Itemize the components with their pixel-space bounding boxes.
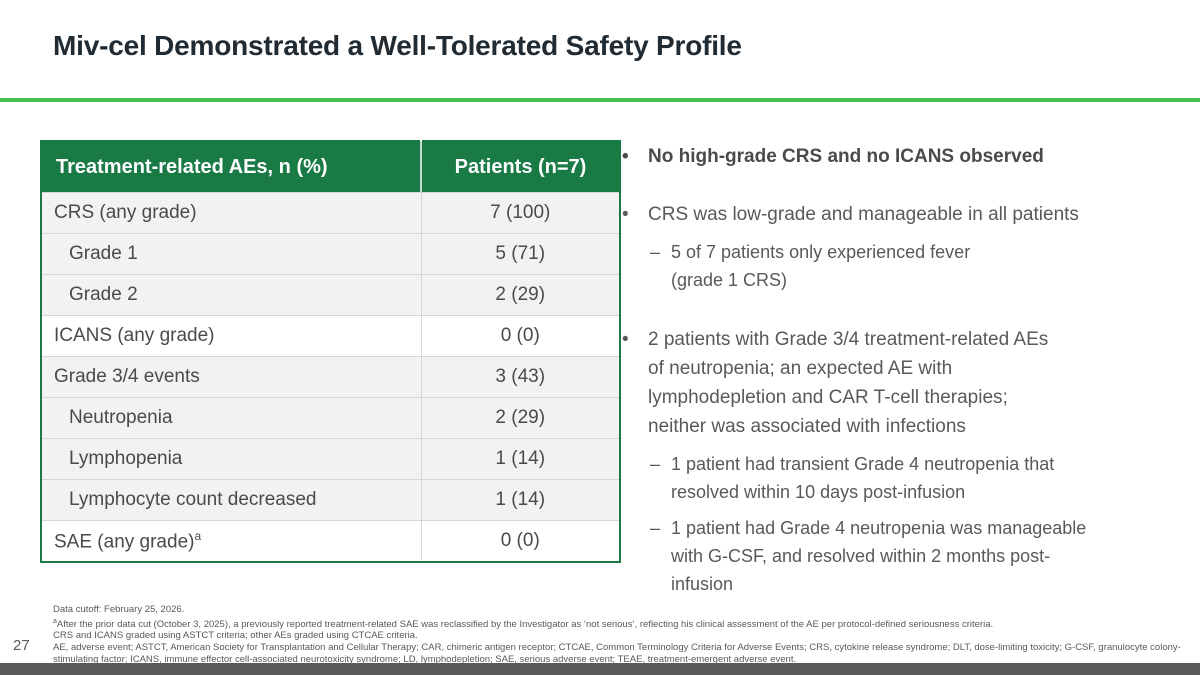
page-number: 27 [13, 637, 30, 654]
row-value: 2 (29) [420, 274, 620, 316]
row-label-text: SAE (any grade) [54, 531, 195, 553]
footnote-abbreviations: AE, adverse event; ASTCT, American Socie… [53, 641, 1181, 665]
table-header-aes: Treatment-related AEs, n (%) [41, 141, 421, 193]
footnote-superscript: a [53, 617, 57, 625]
dash-marker: – [650, 242, 661, 262]
table-row: Grade 2 2 (29) [41, 274, 620, 316]
row-label: Grade 1 [41, 233, 421, 275]
footnote-marker: a [194, 528, 202, 543]
row-value: 3 (43) [420, 356, 620, 398]
dash-marker: – [650, 454, 661, 474]
adverse-events-table: Treatment-related AEs, n (%) Patients (n… [40, 140, 621, 563]
row-label: Grade 3/4 events [41, 356, 421, 398]
row-value: 7 (100) [420, 192, 620, 234]
row-label: Grade 2 [41, 274, 421, 316]
bullet-text: 5 of 7 patients only experienced fever (… [671, 242, 971, 290]
row-label: Neutropenia [41, 397, 421, 439]
footnote-text: After the prior data cut (October 3, 202… [56, 618, 994, 630]
bullet-marker: • [622, 329, 629, 350]
row-value: 0 (0) [420, 315, 620, 357]
table-row: Lymphopenia 1 (14) [41, 438, 620, 480]
row-label: ICANS (any grade) [41, 315, 421, 357]
bullet-text: CRS was low-grade and manageable in all … [648, 204, 1079, 225]
table-row: ICANS (any grade) 0 (0) [41, 315, 620, 357]
footnote-sae-reclassified: aAfter the prior data cut (October 3, 20… [53, 616, 1185, 631]
page-title: Miv-cel Demonstrated a Well-Tolerated Sa… [53, 30, 742, 61]
row-value: 2 (29) [420, 397, 620, 439]
dash-marker: – [650, 518, 661, 538]
table-row: Neutropenia 2 (29) [41, 397, 620, 439]
bottom-bar [0, 663, 1200, 675]
footnote-grading-criteria: CRS and ICANS graded using ASTCT criteri… [53, 630, 418, 642]
bullet-marker: • [622, 204, 629, 225]
table-row: Grade 1 5 (71) [41, 233, 620, 275]
table-header-patients: Patients (n=7) [420, 141, 620, 193]
row-value: 5 (71) [420, 233, 620, 275]
row-value: 1 (14) [420, 479, 620, 521]
subbullet-gcsf-neutropenia: – 1 patient had Grade 4 neutropenia was … [650, 514, 1182, 598]
title-divider-line [0, 98, 1200, 102]
bullet-text: 1 patient had transient Grade 4 neutrope… [671, 454, 1055, 502]
row-label: CRS (any grade) [41, 192, 421, 234]
row-label: Lymphocyte count decreased [41, 479, 421, 521]
bullet-text: 2 patients with Grade 3/4 treatment-rela… [648, 329, 1049, 437]
row-label: SAE (any grade)a [41, 520, 421, 562]
footnotes: Data cutoff: February 25, 2026. aAfter t… [53, 604, 1185, 665]
subbullet-transient-neutropenia: – 1 patient had transient Grade 4 neutro… [650, 450, 1182, 506]
table-row: Lymphocyte count decreased 1 (14) [41, 479, 620, 521]
bullet-text: 1 patient had Grade 4 neutropenia was ma… [671, 518, 1087, 594]
row-value: 0 (0) [420, 520, 620, 562]
bullet-no-high-grade-crs: • No high-grade CRS and no ICANS observe… [622, 142, 1182, 171]
bullet-marker: • [622, 146, 629, 167]
row-label: Lymphopenia [41, 438, 421, 480]
row-value: 1 (14) [420, 438, 620, 480]
subbullet-fever: – 5 of 7 patients only experienced fever… [650, 238, 1182, 294]
bullet-text: No high-grade CRS and no ICANS observed [648, 146, 1044, 167]
table-row: SAE (any grade)a 0 (0) [41, 520, 620, 562]
bullet-crs-low-grade: • CRS was low-grade and manageable in al… [622, 200, 1182, 229]
table-row: Grade 3/4 events 3 (43) [41, 356, 620, 398]
bullet-list: • No high-grade CRS and no ICANS observe… [622, 142, 1182, 598]
table-row: CRS (any grade) 7 (100) [41, 192, 620, 234]
footnote-data-cutoff: Data cutoff: February 25, 2026. [53, 604, 185, 615]
bullet-grade34-aes: • 2 patients with Grade 3/4 treatment-re… [622, 325, 1182, 441]
table-header-row: Treatment-related AEs, n (%) Patients (n… [41, 141, 620, 193]
